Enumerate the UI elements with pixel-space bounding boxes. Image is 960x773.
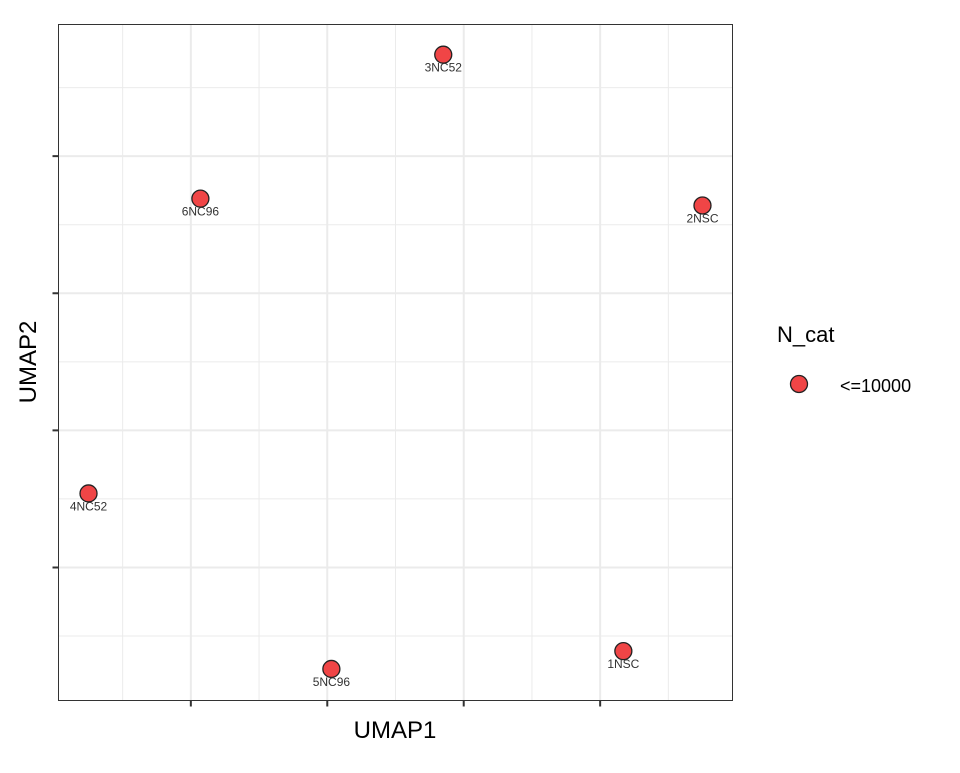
x-axis-title: UMAP1 [354,717,437,744]
legend-title: N_cat [777,322,834,347]
legend-label: <=10000 [840,376,911,396]
data-point [693,196,712,215]
data-point-label: 4NC52 [70,499,108,513]
data-point-label: 3NC52 [425,61,463,75]
axis-ticks [52,155,602,707]
data-point-label: 6NC96 [182,205,220,219]
data-point-label: 5NC96 [313,675,351,689]
data-points: 3NC52 6NC96 2NSC 4NC52 1NSC 5NC96 [70,45,719,689]
legend: N_cat <=10000 [777,322,911,396]
y-axis-title: UMAP2 [15,321,42,404]
grid-lines [58,24,733,701]
data-point [322,659,341,679]
data-point [191,189,210,208]
data-point [614,641,633,661]
legend-key-point [789,374,809,394]
data-point-label: 2NSC [686,211,718,225]
data-point [434,45,453,64]
data-point-label: 1NSC [607,657,639,671]
data-point [79,484,98,503]
panel-border [58,24,733,701]
